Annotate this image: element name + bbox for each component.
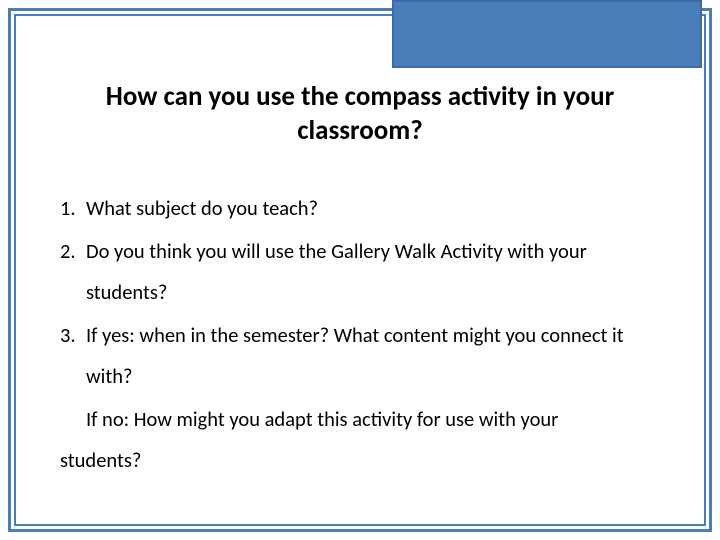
slide-content: How can you use the compass activity in … [60,80,660,481]
list-continuation-2: students? [60,440,660,481]
list-text: Do you think you will use the Gallery Wa… [86,231,660,313]
question-list: 1. What subject do you teach? 2. Do you … [60,188,660,481]
list-text: What subject do you teach? [86,188,660,229]
title-decoration-box [392,0,702,68]
list-number: 2. [60,231,86,313]
slide-title: How can you use the compass activity in … [60,80,660,148]
list-number: 3. [60,315,86,397]
list-item: 1. What subject do you teach? [60,188,660,229]
list-item: 2. Do you think you will use the Gallery… [60,231,660,313]
list-continuation: If no: How might you adapt this activity… [60,399,660,440]
list-text: If yes: when in the semester? What conte… [86,315,660,397]
list-item: 3. If yes: when in the semester? What co… [60,315,660,397]
list-number: 1. [60,188,86,229]
